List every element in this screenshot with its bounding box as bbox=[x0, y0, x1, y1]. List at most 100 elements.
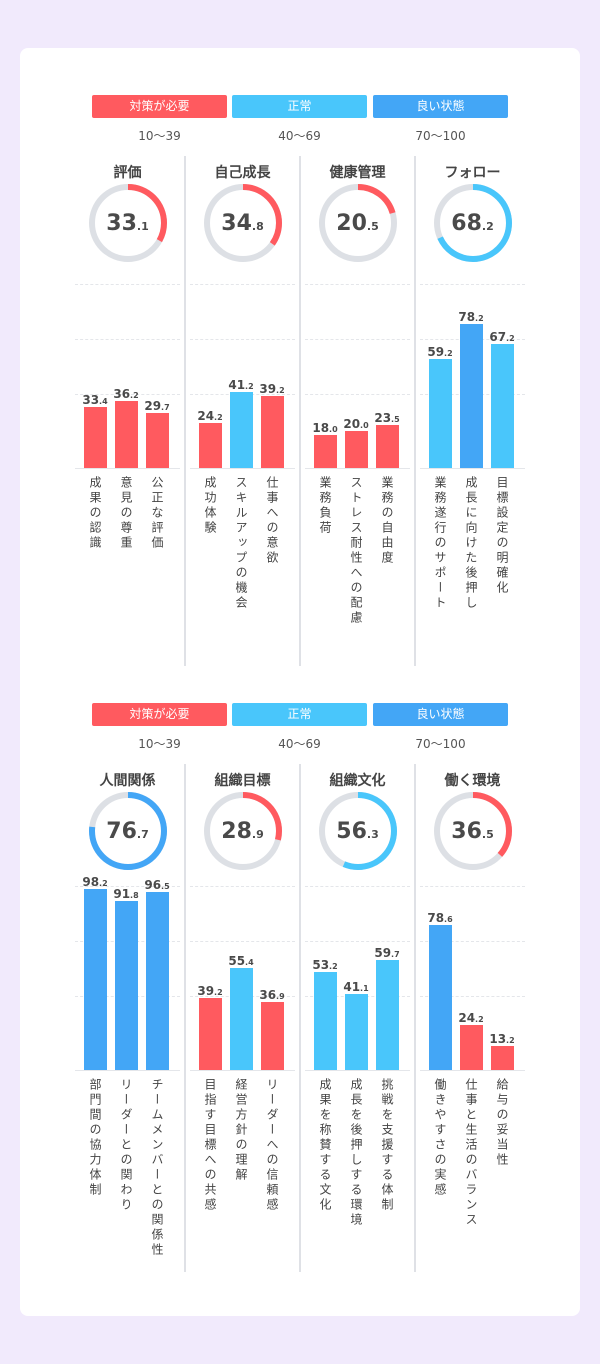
bar bbox=[314, 434, 337, 468]
legend-chip: 対策が必要 bbox=[92, 703, 227, 726]
panel-title: 人間関係 bbox=[99, 773, 156, 789]
value-integer: 67 bbox=[489, 330, 507, 345]
value-decimal: .5 bbox=[161, 882, 170, 892]
bar-value-label: 98.2 bbox=[75, 871, 115, 890]
value-decimal: .1 bbox=[360, 984, 369, 994]
baseline bbox=[190, 468, 295, 469]
panel-title: 組織文化 bbox=[329, 773, 386, 789]
legend-range: 70〜100 bbox=[415, 737, 466, 751]
panel-score: 20.5 bbox=[300, 211, 415, 236]
panel-title: 働く環境 bbox=[444, 773, 501, 789]
donut-arc bbox=[89, 184, 167, 262]
metric-panel: 人間関係 76.7 bbox=[70, 770, 185, 1290]
value-integer: 41 bbox=[343, 980, 361, 995]
panel-score: 28.9 bbox=[185, 819, 300, 844]
value-decimal: .2 bbox=[444, 349, 453, 359]
bar-value-label: 23.5 bbox=[367, 407, 407, 426]
gridline bbox=[305, 886, 410, 887]
score-decimal: .5 bbox=[481, 828, 494, 841]
metric-panel: 評価 33.1 bbox=[70, 162, 185, 682]
category-label: 公正な評価 bbox=[150, 476, 164, 551]
value-integer: 98 bbox=[82, 875, 100, 890]
value-decimal: .8 bbox=[130, 891, 139, 901]
gridline bbox=[190, 886, 295, 887]
value-integer: 53 bbox=[312, 958, 330, 973]
bar-value-label: 78.2 bbox=[451, 306, 491, 325]
panel-score: 76.7 bbox=[70, 819, 185, 844]
gridline bbox=[305, 941, 410, 943]
score-donut bbox=[89, 184, 167, 262]
bar-value-label: 59.7 bbox=[367, 942, 407, 961]
bar-value-label: 24.2 bbox=[451, 1007, 491, 1026]
bar-value-label: 67.2 bbox=[482, 326, 522, 345]
legend-chip: 良い状態 bbox=[373, 95, 508, 118]
gridline bbox=[420, 886, 525, 887]
bar-value-label: 36.9 bbox=[252, 984, 292, 1003]
value-decimal: .4 bbox=[99, 396, 108, 406]
bar bbox=[146, 413, 169, 468]
gridline bbox=[420, 941, 525, 943]
value-integer: 36 bbox=[259, 988, 277, 1003]
value-integer: 59 bbox=[427, 345, 445, 360]
panel-divider bbox=[184, 764, 186, 1272]
legend-range: 40〜69 bbox=[278, 737, 321, 751]
legend: 対策が必要 10〜39 正常 40〜69 良い状態 70〜100 bbox=[0, 95, 600, 155]
baseline bbox=[420, 468, 525, 469]
bar-value-label: 78.6 bbox=[420, 907, 460, 926]
category-label: チームメンバーとの関係性 bbox=[150, 1078, 164, 1258]
panel-divider bbox=[299, 764, 301, 1272]
category-label: 成果の認識 bbox=[88, 476, 102, 551]
value-decimal: .6 bbox=[444, 915, 453, 925]
bar bbox=[261, 1002, 284, 1070]
donut-arc bbox=[434, 184, 512, 262]
baseline bbox=[75, 468, 180, 469]
bar-value-label: 33.4 bbox=[75, 389, 115, 408]
bar-value-label: 96.5 bbox=[137, 874, 177, 893]
gridline bbox=[420, 284, 525, 285]
legend-range: 70〜100 bbox=[415, 129, 466, 143]
value-integer: 59 bbox=[374, 946, 392, 961]
value-integer: 41 bbox=[228, 378, 246, 393]
bar bbox=[199, 423, 222, 468]
category-label: 経営方針の理解 bbox=[234, 1078, 248, 1183]
metric-panel: 健康管理 20.5 bbox=[300, 162, 415, 682]
score-integer: 76 bbox=[106, 819, 137, 844]
score-integer: 28 bbox=[221, 819, 252, 844]
panel-title: フォロー bbox=[444, 165, 501, 181]
legend-range: 10〜39 bbox=[138, 737, 181, 751]
bar bbox=[261, 395, 284, 468]
bar-value-label: 91.8 bbox=[106, 883, 146, 902]
category-label: リーダーとの関わり bbox=[119, 1078, 133, 1213]
score-decimal: .7 bbox=[136, 828, 149, 841]
category-label: 目標設定の明確化 bbox=[495, 476, 509, 596]
gridline bbox=[75, 284, 180, 285]
score-decimal: .5 bbox=[366, 220, 379, 233]
bar bbox=[429, 925, 452, 1070]
panel-divider bbox=[299, 156, 301, 666]
baseline bbox=[305, 468, 410, 469]
value-integer: 20 bbox=[343, 417, 361, 432]
value-integer: 13 bbox=[489, 1031, 507, 1046]
value-integer: 24 bbox=[197, 409, 215, 424]
donut-arc bbox=[204, 184, 282, 262]
bar-value-label: 39.2 bbox=[252, 378, 292, 397]
legend-chip: 正常 bbox=[232, 95, 367, 118]
category-label: 意見の尊重 bbox=[119, 476, 133, 551]
bar-value-label: 39.2 bbox=[190, 980, 230, 999]
score-donut bbox=[319, 184, 397, 262]
panel-score: 68.2 bbox=[415, 211, 530, 236]
category-label: 業務遂行のサポート bbox=[433, 476, 447, 611]
category-label: 目指す目標への共感 bbox=[203, 1078, 217, 1213]
value-integer: 78 bbox=[427, 911, 445, 926]
donut-arc bbox=[319, 184, 397, 262]
value-decimal: .2 bbox=[475, 1015, 484, 1025]
value-decimal: .9 bbox=[276, 992, 285, 1002]
bar bbox=[345, 994, 368, 1070]
bar bbox=[314, 972, 337, 1070]
metric-panel: 働く環境 36.5 bbox=[415, 770, 530, 1290]
gridline bbox=[190, 941, 295, 943]
value-decimal: .2 bbox=[329, 962, 338, 972]
value-integer: 78 bbox=[458, 310, 476, 325]
bar bbox=[491, 1045, 514, 1070]
bar-value-label: 18.0 bbox=[305, 417, 345, 436]
